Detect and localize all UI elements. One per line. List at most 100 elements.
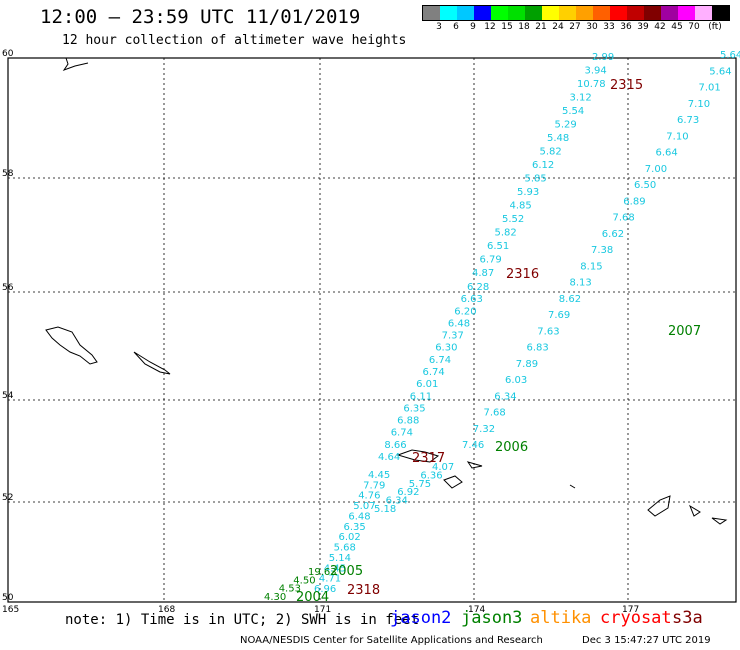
map-title: 12:00 – 23:59 UTC 11/01/2019 xyxy=(40,6,361,28)
legend-swatch xyxy=(627,6,644,20)
legend-swatch xyxy=(559,6,576,20)
mission-label: jason3 xyxy=(461,608,523,628)
wave-height-value: 4.85 xyxy=(510,201,532,212)
lat-label: 52 xyxy=(2,493,13,503)
lat-label: 54 xyxy=(2,391,14,401)
wave-height-value: 6.02 xyxy=(339,532,361,543)
wave-height-value: 6.83 xyxy=(527,343,549,354)
wave-height-value: 4.45 xyxy=(368,470,390,481)
lat-label: 50 xyxy=(2,593,14,603)
legend-tick: 42 xyxy=(654,22,666,32)
wave-height-value: 4.64 xyxy=(378,452,400,463)
wave-height-value: 7.68 xyxy=(613,213,635,224)
wave-height-value: 5.07 xyxy=(353,501,375,512)
legend-swatch xyxy=(610,6,627,20)
color-scale-legend xyxy=(422,5,730,21)
legend-swatch xyxy=(695,6,712,20)
wave-height-value: 5.64 xyxy=(709,66,731,77)
satellite-tracks: 2.99 3.94 10.78 3.12 5.54 5.29 5.48 5.82 6.12 5.8… xyxy=(264,50,740,605)
wave-height-value: 6.48 xyxy=(448,318,470,329)
wave-height-value: 5.82 xyxy=(495,228,517,239)
wave-height-value: 4.71 xyxy=(319,574,341,585)
legend-tick: 18 xyxy=(518,22,530,32)
wave-height-value: 8.66 xyxy=(384,440,406,451)
wave-height-value: 5.48 xyxy=(547,133,569,144)
map-subtitle: 12 hour collection of altimeter wave hei… xyxy=(62,33,407,48)
wave-height-value: 6.34 xyxy=(494,391,516,402)
legend-tick: 33 xyxy=(603,22,615,32)
wave-height-value: 5.54 xyxy=(562,106,584,117)
wave-height-value: 6.74 xyxy=(423,367,445,378)
pass-label: 2005 xyxy=(330,564,363,579)
wave-height-value: 6.88 xyxy=(397,416,419,427)
legend-tick: 24 xyxy=(552,22,564,32)
mission-label: jason2 xyxy=(390,608,452,628)
island-mid2 xyxy=(443,475,463,489)
wave-height-value: 7.10 xyxy=(688,99,710,110)
legend-tick: 3 xyxy=(436,22,442,32)
pass-label: 2007 xyxy=(668,324,701,339)
wave-height-value: 8.13 xyxy=(570,278,592,289)
wave-height-value: 6.51 xyxy=(487,241,509,252)
pass-label: 2316 xyxy=(506,267,539,282)
lon-label: 174 xyxy=(468,605,485,615)
wave-height-value: 8.15 xyxy=(580,261,602,272)
wave-height-value: 6.62 xyxy=(602,229,624,240)
wave-height-value: 4.07 xyxy=(432,462,454,473)
wave-height-value: 6.28 xyxy=(467,282,489,293)
mission-label: s3a xyxy=(672,608,703,628)
island-right2 xyxy=(688,504,701,517)
wave-height-value: 5.14 xyxy=(329,553,351,564)
wave-height-value: 6.74 xyxy=(429,355,451,366)
wave-height-value: 7.10 xyxy=(666,131,688,142)
wave-height-value: 7.68 xyxy=(484,408,506,419)
legend-tick: 15 xyxy=(501,22,513,32)
legend-swatch xyxy=(542,6,559,20)
coast-top xyxy=(62,57,89,71)
map-frame xyxy=(7,57,737,603)
legend-swatch xyxy=(474,6,491,20)
lat-label: 58 xyxy=(2,169,14,179)
island-tiny xyxy=(569,484,576,489)
wave-height-value: 5.52 xyxy=(502,214,524,225)
wave-height-value: 4.50 xyxy=(293,575,315,586)
wave-height-value: 5.82 xyxy=(540,147,562,158)
wave-height-value: 6.03 xyxy=(505,375,527,386)
wave-height-value: 6.20 xyxy=(454,306,476,317)
lat-label: 56 xyxy=(2,283,14,293)
wave-height-value: 7.32 xyxy=(473,424,495,435)
legend-tick: 70 xyxy=(688,22,700,32)
legend-swatch xyxy=(593,6,610,20)
wave-height-value: 7.00 xyxy=(645,164,667,175)
legend-tick: 27 xyxy=(569,22,581,32)
island-small xyxy=(133,351,171,375)
wave-height-value: 6.96 xyxy=(314,584,336,595)
legend-tick: 39 xyxy=(637,22,649,32)
wave-height-value: 6.63 xyxy=(461,294,483,305)
island-right xyxy=(647,495,671,517)
legend-swatch xyxy=(661,6,678,20)
legend-tick: 45 xyxy=(671,22,683,32)
credit-text: NOAA/NESDIS Center for Satellite Applica… xyxy=(240,635,543,646)
wave-height-value: 6.11 xyxy=(410,391,432,402)
island-mid3 xyxy=(466,461,483,469)
wave-height-value: 6.92 xyxy=(397,487,419,498)
wave-height-value: 7.79 xyxy=(363,480,385,491)
lat-lon-grid: 60 58 56 54 52 50 165 168 171 174 177 xyxy=(2,49,736,615)
legend-swatch xyxy=(712,6,729,20)
legend-tick: 36 xyxy=(620,22,632,32)
wave-height-value: 6.12 xyxy=(532,160,554,171)
wave-height-value: 5.75 xyxy=(409,479,431,490)
wave-height-value: 7.89 xyxy=(516,359,538,370)
legend-swatch xyxy=(576,6,593,20)
lat-label: 60 xyxy=(2,49,14,59)
pass-label: 2004 xyxy=(296,590,329,605)
lon-label: 171 xyxy=(314,605,331,615)
lon-label: 177 xyxy=(622,605,639,615)
wave-height-value: 7.01 xyxy=(699,83,721,94)
wave-height-value: 6.64 xyxy=(656,148,678,159)
wave-height-value: 3.94 xyxy=(585,66,607,77)
legend-tick: 30 xyxy=(586,22,598,32)
wave-height-value: 19.63 xyxy=(308,567,337,578)
